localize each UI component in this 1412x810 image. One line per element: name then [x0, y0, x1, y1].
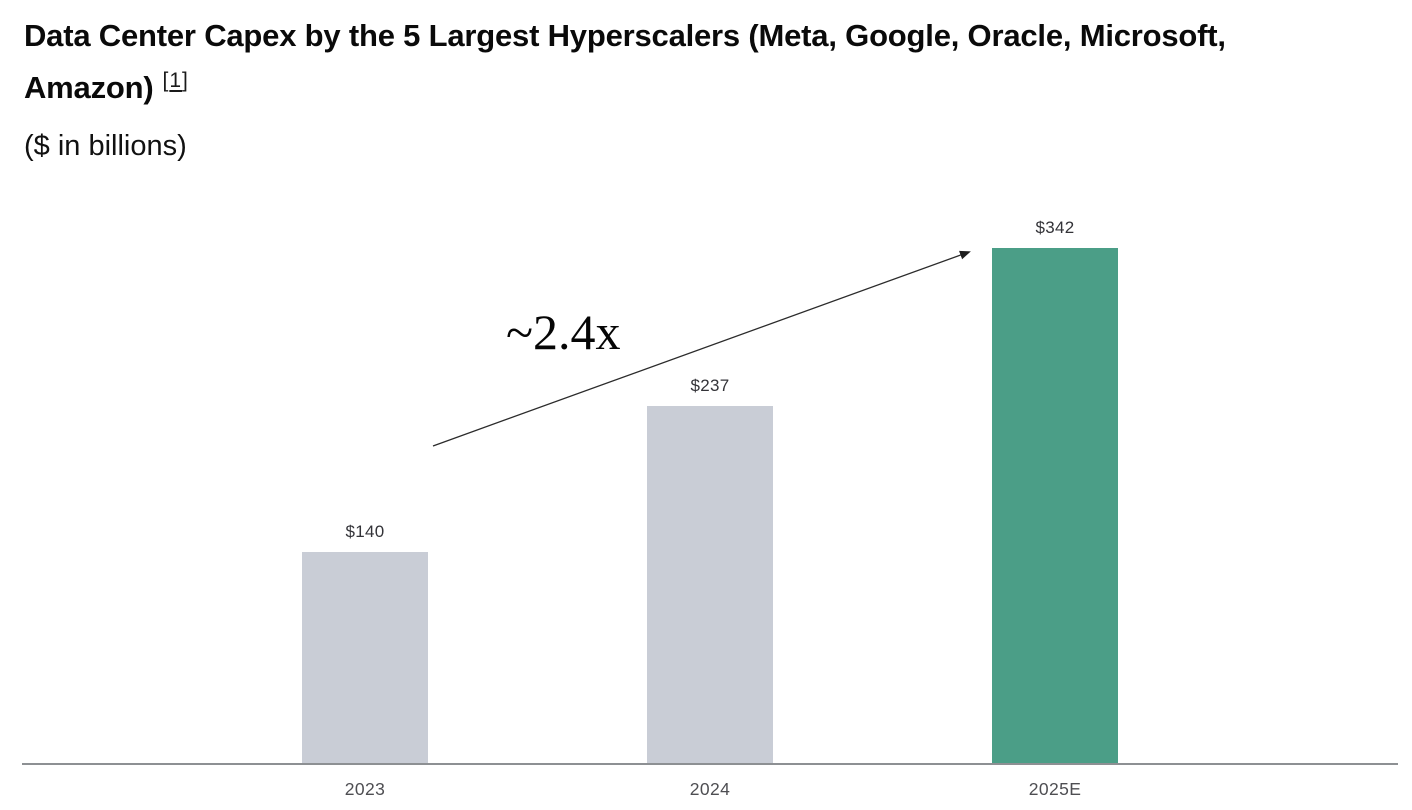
bar-value-label: $237: [690, 376, 730, 395]
bar-2023: [302, 552, 428, 763]
footnote-bracket-open: [: [162, 69, 170, 92]
chart-title: Data Center Capex by the 5 Largest Hyper…: [24, 10, 1384, 118]
bar-value-label: $342: [1035, 218, 1075, 237]
footnote-link[interactable]: 1: [169, 69, 183, 92]
x-axis-label: 2023: [344, 779, 386, 799]
growth-annotation: ~2.4x: [506, 304, 621, 360]
x-axis-line: [22, 763, 1398, 765]
x-axis-label: 2024: [689, 779, 731, 799]
footnote-bracket-close: ]: [182, 69, 189, 92]
x-axis-label: 2025E: [1028, 779, 1082, 799]
title-line-1: Data Center Capex by the 5 Largest Hyper…: [24, 18, 1226, 53]
bar-2024: [647, 406, 773, 763]
chart-header: Data Center Capex by the 5 Largest Hyper…: [24, 10, 1384, 162]
bar-value-label: $140: [345, 522, 385, 541]
title-line-2: Amazon): [24, 70, 154, 105]
bar-2025E: [992, 248, 1118, 763]
footnote-marker: [1]: [163, 69, 189, 92]
chart-subtitle: ($ in billions): [24, 130, 187, 162]
